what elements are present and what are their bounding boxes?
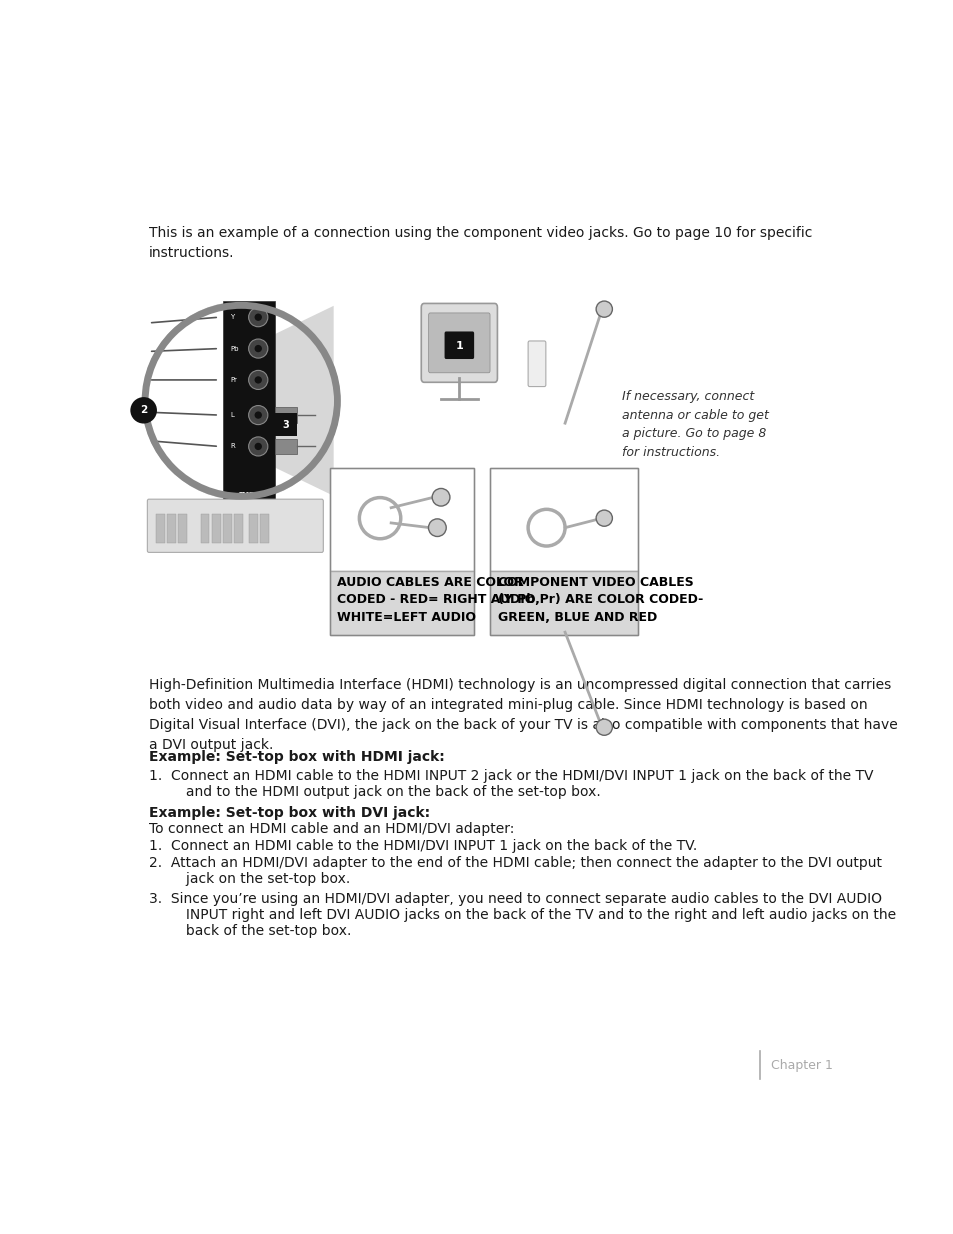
Bar xyxy=(249,515,257,543)
Bar xyxy=(200,515,210,543)
Ellipse shape xyxy=(131,397,157,423)
Ellipse shape xyxy=(254,443,262,450)
Ellipse shape xyxy=(596,301,612,317)
Text: INPUT right and left DVI AUDIO jacks on the back of the TV and to the right and : INPUT right and left DVI AUDIO jacks on … xyxy=(164,908,895,922)
Ellipse shape xyxy=(249,339,268,358)
Bar xyxy=(212,515,220,543)
Text: 3.  Since you’re using an HDMI/DVI adapter, you need to connect separate audio c: 3. Since you’re using an HDMI/DVI adapte… xyxy=(149,892,881,906)
Bar xyxy=(233,515,242,543)
Text: R: R xyxy=(230,443,234,449)
Bar xyxy=(274,413,296,436)
Ellipse shape xyxy=(249,437,268,457)
Text: 1.  Connect an HDMI cable to the HDMI/DVI INPUT 1 jack on the back of the TV.: 1. Connect an HDMI cable to the HDMI/DVI… xyxy=(149,839,697,853)
Text: 1.  Connect an HDMI cable to the HDMI INPUT 2 jack or the HDMI/DVI INPUT 1 jack : 1. Connect an HDMI cable to the HDMI INP… xyxy=(149,769,872,782)
Text: CMPT: CMPT xyxy=(237,491,259,497)
Text: COMPONENT VIDEO CABLES
(Y Pb Pr) ARE COLOR CODED-
GREEN, BLUE AND RED: COMPONENT VIDEO CABLES (Y Pb Pr) ARE COL… xyxy=(497,575,702,623)
Bar xyxy=(490,468,638,634)
Text: Example: Set-top box with DVI jack:: Example: Set-top box with DVI jack: xyxy=(149,806,430,819)
Bar xyxy=(259,515,269,543)
Text: Pb: Pb xyxy=(230,346,238,352)
Bar xyxy=(274,407,296,423)
Bar xyxy=(222,515,232,543)
FancyBboxPatch shape xyxy=(421,304,497,383)
FancyBboxPatch shape xyxy=(444,332,474,359)
Text: If necessary, connect
antenna or cable to get
a picture. Go to page 8
for instru: If necessary, connect antenna or cable t… xyxy=(621,390,768,459)
Bar xyxy=(156,515,165,543)
Bar xyxy=(274,439,296,454)
Bar xyxy=(178,515,187,543)
Bar xyxy=(222,301,274,510)
Bar xyxy=(490,571,638,634)
Bar xyxy=(330,468,474,634)
Ellipse shape xyxy=(142,301,340,500)
Text: This is an example of a connection using the component video jacks. Go to page 1: This is an example of a connection using… xyxy=(149,226,811,260)
Text: 2.  Attach an HDMI/DVI adapter to the end of the HDMI cable; then connect the ad: 2. Attach an HDMI/DVI adapter to the end… xyxy=(149,856,881,870)
Ellipse shape xyxy=(428,518,446,537)
Ellipse shape xyxy=(254,313,262,321)
FancyBboxPatch shape xyxy=(147,500,323,553)
Text: 2: 2 xyxy=(140,405,147,416)
Ellipse shape xyxy=(254,344,262,352)
Text: and to the HDMI output jack on the back of the set-top box.: and to the HDMI output jack on the back … xyxy=(164,785,599,798)
Text: back of the set-top box.: back of the set-top box. xyxy=(164,924,351,938)
Text: 3: 3 xyxy=(282,420,289,429)
Text: jack on the set-top box.: jack on the set-top box. xyxy=(164,872,350,886)
Ellipse shape xyxy=(249,406,268,424)
Bar xyxy=(490,468,638,571)
Bar xyxy=(330,468,474,571)
Ellipse shape xyxy=(254,376,262,384)
Ellipse shape xyxy=(254,411,262,418)
Polygon shape xyxy=(274,306,334,496)
Text: Y: Y xyxy=(230,315,234,320)
Ellipse shape xyxy=(249,370,268,390)
Ellipse shape xyxy=(596,719,612,735)
FancyBboxPatch shape xyxy=(428,313,490,373)
Text: Chapter 1: Chapter 1 xyxy=(771,1059,832,1071)
Ellipse shape xyxy=(596,510,612,526)
FancyBboxPatch shape xyxy=(528,341,545,386)
Ellipse shape xyxy=(249,307,268,327)
Text: L: L xyxy=(230,412,233,418)
Bar xyxy=(167,515,176,543)
Text: 1: 1 xyxy=(455,341,463,350)
Text: To connect an HDMI cable and an HDMI/DVI adapter:: To connect an HDMI cable and an HDMI/DVI… xyxy=(149,822,514,835)
Ellipse shape xyxy=(432,489,450,506)
Text: Example: Set-top box with HDMI jack:: Example: Set-top box with HDMI jack: xyxy=(149,750,444,765)
Ellipse shape xyxy=(147,307,335,495)
Bar xyxy=(330,571,474,634)
Text: AUDIO CABLES ARE COLOR
CODED - RED= RIGHT AUDIO,
WHITE=LEFT AUDIO: AUDIO CABLES ARE COLOR CODED - RED= RIGH… xyxy=(337,575,539,623)
Text: Pr: Pr xyxy=(230,376,236,383)
Text: High-Definition Multimedia Interface (HDMI) technology is an uncompressed digita: High-Definition Multimedia Interface (HD… xyxy=(149,679,897,753)
